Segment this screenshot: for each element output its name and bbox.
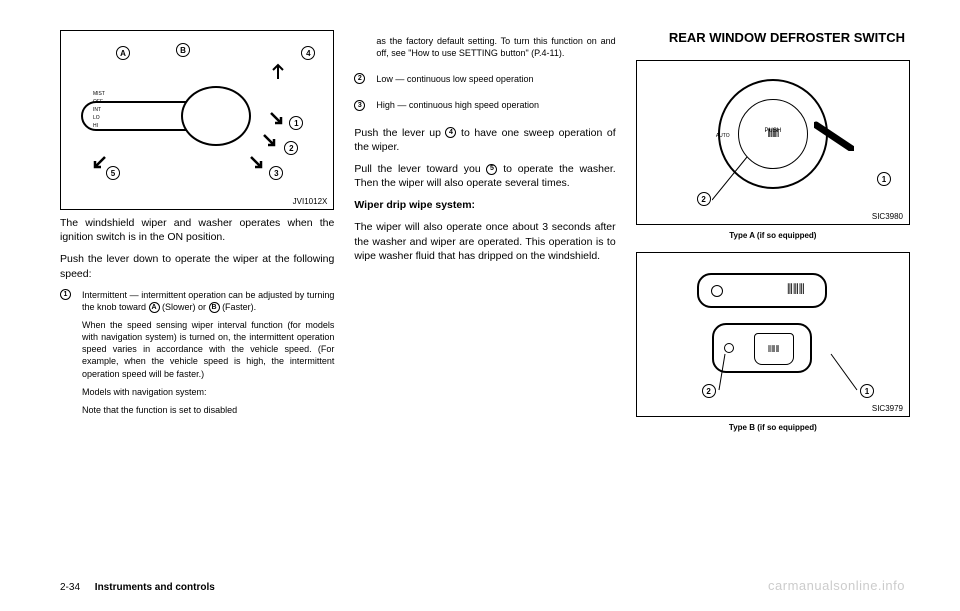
list-item-1: 1 Intermittent — intermittent operation … (60, 289, 334, 416)
figure-defroster-a: PUSH ⫴⫴⫴ AUTO 1 2 SIC3980 (636, 60, 910, 225)
list-item-2: 2 Low — continuous low speed operation (354, 73, 615, 93)
marker-2: 2 (284, 141, 298, 155)
section-name: Instruments and controls (95, 582, 215, 593)
list-text: Models with navigation system: (82, 386, 334, 398)
list-continuation: as the factory default setting. To turn … (376, 35, 615, 67)
figure-3-label: SIC3979 (872, 404, 903, 413)
figure-wiper-stalk: MIST OFF INT LO HI A B 4 1 2 3 5 JVI1012… (60, 30, 334, 210)
figure-2-label: SIC3980 (872, 212, 903, 221)
column-1: MIST OFF INT LO HI A B 4 1 2 3 5 JVI1012… (60, 30, 334, 591)
marker-a: A (116, 46, 130, 60)
marker-1: 1 (877, 172, 891, 186)
figure-3-caption: Type B (if so equipped) (636, 423, 910, 432)
marker-b: B (176, 43, 190, 57)
figure-1-label: JVI1012X (293, 197, 328, 206)
marker-1: 1 (289, 116, 303, 130)
list-item-3: 3 High — continuous high speed operation (354, 99, 615, 119)
figure-defroster-b: ⫴⫴⫴ ⫴⫴⫴ 1 2 SIC3979 (636, 252, 910, 417)
marker-3: 3 (269, 166, 283, 180)
page-footer: 2-34 Instruments and controls (60, 582, 215, 593)
subheading: Wiper drip wipe system: (354, 198, 615, 212)
marker-4: 4 (301, 46, 315, 60)
column-2: as the factory default setting. To turn … (354, 30, 615, 591)
list-text: Note that the function is set to disable… (82, 404, 334, 416)
paragraph: Pull the lever toward you 5 to operate t… (354, 162, 615, 190)
page-number: 2-34 (60, 582, 80, 593)
paragraph: The wiper will also operate once about 3… (354, 220, 615, 263)
paragraph: Push the lever up 4 to have one sweep op… (354, 126, 615, 154)
watermark: carmanualsonline.info (768, 578, 905, 593)
list-text: Intermittent — intermittent operation ca… (82, 289, 334, 313)
marker-2: 2 (702, 384, 716, 398)
figure-2-caption: Type A (if so equipped) (636, 231, 910, 240)
list-text: When the speed sensing wiper interval fu… (82, 319, 334, 380)
paragraph: The windshield wiper and washer oper­ate… (60, 216, 334, 244)
section-heading: REAR WINDOW DEFROSTER SWITCH (669, 30, 905, 45)
marker-1: 1 (860, 384, 874, 398)
column-3: PUSH ⫴⫴⫴ AUTO 1 2 SIC3980 Type A (if so … (636, 30, 910, 591)
page-content: MIST OFF INT LO HI A B 4 1 2 3 5 JVI1012… (0, 0, 960, 611)
paragraph: Push the lever down to operate the wiper… (60, 252, 334, 280)
marker-2: 2 (697, 192, 711, 206)
